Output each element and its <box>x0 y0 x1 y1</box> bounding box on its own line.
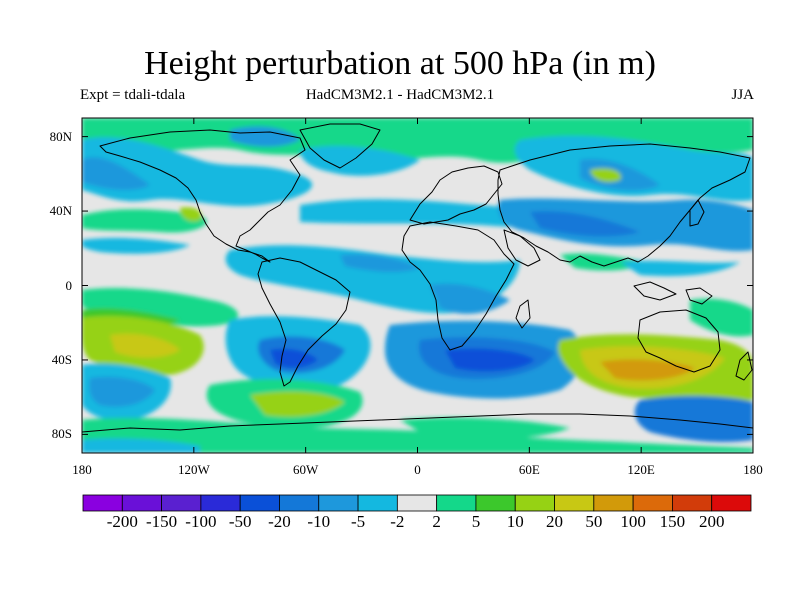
colorbar-label: 100 <box>620 512 646 531</box>
colorbar-label: 20 <box>546 512 564 531</box>
x-tick-label: 0 <box>414 462 421 477</box>
colorbar-label: -10 <box>307 512 331 531</box>
plot-title: Height perturbation at 500 hPa (in m) <box>144 45 656 82</box>
colorbar-label: -2 <box>390 512 405 531</box>
colorbar-label: 10 <box>506 512 524 531</box>
colorbar-swatch <box>632 494 673 512</box>
y-tick-label: 40N <box>49 203 72 219</box>
colorbar-swatch <box>318 494 359 512</box>
colorbar-swatch <box>396 494 438 512</box>
colorbar-label: 50 <box>585 512 603 531</box>
y-tick-label: 40S <box>51 351 72 367</box>
colorbar-swatch <box>82 494 123 512</box>
y-tick-label: 80S <box>51 426 72 442</box>
colorbar-label: -20 <box>268 512 291 531</box>
colorbar-label: -5 <box>350 512 366 531</box>
colorbar-swatch <box>121 494 162 512</box>
y-tick-label: 0 <box>65 277 73 293</box>
colorbar-label: 150 <box>659 512 686 531</box>
colorbar-label: -150 <box>145 512 178 531</box>
y-tick-label: 80N <box>49 128 72 144</box>
colorbar-label: 5 <box>471 512 481 531</box>
colorbar-swatch <box>711 494 752 512</box>
x-tick-label: 60W <box>293 462 319 477</box>
colorbar-label: -50 <box>228 512 252 531</box>
x-tick-label: 180 <box>72 462 92 477</box>
axis-ticks <box>81 118 754 453</box>
colorbar-swatch <box>279 494 320 512</box>
colorbar-swatch <box>672 494 713 512</box>
colorbar-swatch <box>200 494 241 512</box>
colorbar-swatch <box>514 494 555 512</box>
colorbar-label: 2 <box>432 512 441 531</box>
colorbar-swatch <box>554 494 595 512</box>
season-label: JJA <box>731 87 754 103</box>
colorbar-swatch <box>357 494 398 512</box>
x-tick-label: 60E <box>518 462 540 477</box>
colorbar-swatch <box>593 494 634 512</box>
colorbar-label: -200 <box>106 512 138 531</box>
experiment-label: Expt = tdali-tdala <box>80 87 186 103</box>
coastlines <box>82 123 753 433</box>
colorbar-label: 200 <box>698 512 725 531</box>
colorbar-label: -100 <box>185 512 217 531</box>
x-tick-label: 180 <box>743 462 763 477</box>
colorbar-swatch <box>239 494 280 512</box>
colorbar-swatch <box>475 494 516 512</box>
map-field <box>82 118 753 453</box>
colorbar-swatch <box>436 494 477 512</box>
x-tick-label: 120E <box>627 462 655 477</box>
x-tick-label: 120W <box>177 462 210 477</box>
colorbar <box>82 494 752 512</box>
colorbar-swatch <box>161 494 202 512</box>
model-label: HadCM3M2.1 - HadCM3M2.1 <box>305 87 495 103</box>
